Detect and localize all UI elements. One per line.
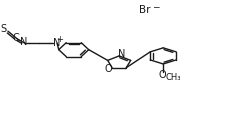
Text: O: O — [159, 70, 166, 80]
Text: N: N — [118, 49, 125, 59]
Text: Br: Br — [139, 5, 150, 15]
Text: N: N — [20, 37, 27, 47]
Text: C: C — [12, 33, 19, 43]
Text: −: − — [152, 2, 159, 11]
Text: S: S — [0, 24, 7, 34]
Text: N: N — [53, 38, 61, 48]
Text: O: O — [105, 64, 112, 74]
Text: CH₃: CH₃ — [165, 73, 181, 82]
Text: +: + — [57, 35, 63, 44]
